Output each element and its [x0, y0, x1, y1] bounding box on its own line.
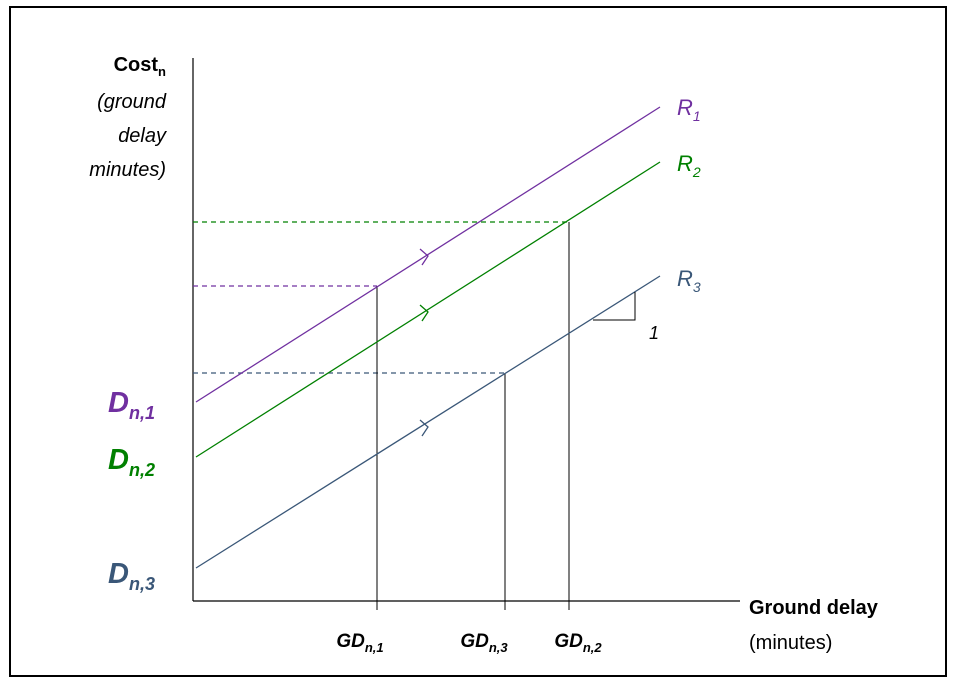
- y-axis-desc-line1: (ground: [97, 91, 167, 113]
- label-gdn2-sub: n,2: [583, 640, 603, 655]
- label-r1-sub: 1: [693, 108, 701, 124]
- label-gdn3: GDn,3: [460, 631, 508, 655]
- line-r3: [195, 275, 661, 569]
- label-r3-base: R: [677, 266, 693, 291]
- x-axis-title: Ground delay: [749, 597, 879, 619]
- x-axis-units: (minutes): [749, 632, 832, 654]
- label-gdn1-base: GD: [336, 631, 365, 652]
- y-axis-title-sub: n: [158, 64, 166, 79]
- intercept-dn1: Dn,1: [108, 387, 155, 423]
- y-axis-desc-line2: delay: [118, 125, 167, 147]
- arrow-r1-icon: [419, 248, 429, 266]
- label-r1: R1: [677, 95, 701, 124]
- label-gdn2-base: GD: [554, 631, 583, 652]
- intercept-dn1-sub: n,1: [129, 403, 155, 423]
- label-r2: R2: [677, 151, 701, 180]
- diagram-frame: [9, 6, 947, 677]
- line-r1: [195, 106, 661, 403]
- y-axis-title: Costn: [114, 54, 166, 79]
- arrow-r3-icon: [419, 419, 429, 437]
- y-axis-title-main: Cost: [114, 54, 159, 76]
- intercept-dn3: Dn,3: [108, 558, 155, 594]
- label-r2-sub: 2: [692, 164, 701, 180]
- slope-label: 1: [649, 323, 659, 343]
- intercept-dn1-base: D: [108, 387, 129, 419]
- intercept-dn2-base: D: [108, 444, 129, 476]
- label-r1-base: R: [677, 95, 693, 120]
- slope-triangle: [593, 292, 636, 321]
- label-gdn2: GDn,2: [554, 631, 602, 655]
- intercept-dn3-base: D: [108, 558, 129, 590]
- intercept-dn2: Dn,2: [108, 444, 155, 480]
- line-r2: [195, 161, 661, 458]
- label-gdn3-base: GD: [460, 631, 489, 652]
- y-axis-desc-line3: minutes): [89, 159, 166, 181]
- label-r3-sub: 3: [693, 279, 701, 295]
- intercept-dn2-sub: n,2: [129, 460, 155, 480]
- intercept-dn3-sub: n,3: [129, 574, 155, 594]
- label-r2-base: R: [677, 151, 693, 176]
- label-r3: R3: [677, 266, 701, 295]
- label-gdn1: GDn,1: [336, 631, 383, 655]
- arrow-r2-icon: [419, 304, 429, 322]
- label-gdn1-sub: n,1: [365, 640, 384, 655]
- label-gdn3-sub: n,3: [489, 640, 509, 655]
